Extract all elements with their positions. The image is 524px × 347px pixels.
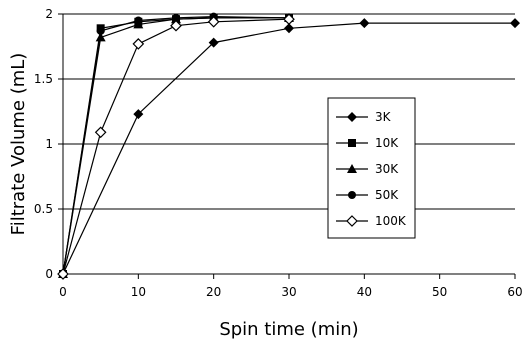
y-tick-label-0: 0 [45, 267, 53, 281]
data-point-3K-5 [510, 18, 520, 29]
series-100K [57, 13, 295, 280]
legend-item-30K: 30K [336, 162, 399, 176]
x-tick-label-4: 40 [357, 285, 372, 299]
data-point-100K-0 [57, 268, 69, 280]
data-point-3K-3 [284, 23, 294, 34]
series-line-30K [62, 17, 289, 275]
data-point-3K-4 [359, 18, 370, 29]
data-point-100K-3 [170, 19, 182, 32]
series-10K [59, 13, 293, 278]
legend-item-3K: 3K [336, 110, 392, 124]
legend-box [327, 97, 416, 239]
legend-marker-10K [348, 139, 356, 147]
legend-marker-30K [347, 164, 357, 173]
y-tick-label-1: 0.5 [34, 202, 53, 216]
data-point-50K-2 [134, 16, 143, 25]
y-axis-title: Filtrate Volume (mL) [8, 53, 29, 236]
data-point-30K-1 [95, 32, 106, 42]
x-tick-label-6: 60 [507, 285, 522, 299]
data-point-100K-5 [283, 13, 295, 26]
legend-label-3K: 3K [375, 110, 392, 124]
data-point-3K-1 [133, 109, 144, 120]
legend-item-10K: 10K [336, 136, 399, 150]
series-30K [58, 12, 294, 278]
legend-item-100K: 100K [336, 214, 407, 228]
legend-label-10K: 10K [375, 136, 399, 150]
gridlines [63, 13, 515, 210]
data-point-100K-1 [94, 126, 107, 139]
data-point-100K-4 [207, 15, 220, 28]
series-line-100K [62, 18, 290, 275]
x-tick-label-0: 0 [59, 285, 67, 299]
data-point-50K-3 [172, 13, 180, 22]
x-tick-label-5: 50 [432, 285, 447, 299]
series-line-50K [62, 15, 290, 275]
x-axis-title: Spin time (min) [219, 319, 358, 340]
series-50K [59, 12, 293, 278]
x-tick-label-2: 20 [206, 285, 221, 299]
x-tick-label-1: 10 [131, 285, 146, 299]
legend-label-30K: 30K [375, 162, 399, 176]
series-line-3K [62, 22, 515, 275]
legend: 3K 10K 30K 50K 100K [327, 97, 416, 239]
legend-item-50K: 50K [336, 188, 399, 202]
series-layer [57, 12, 520, 280]
axes: 00.511.520 10 20 30 40 50 60 [34, 7, 523, 299]
data-point-100K-2 [132, 38, 145, 50]
y-tick-label-4: 2 [45, 7, 53, 21]
legend-marker-100K [346, 215, 358, 227]
legend-marker-50K [348, 191, 356, 199]
legend-marker-3K [347, 112, 357, 122]
series-3K [58, 18, 520, 279]
data-point-3K-2 [208, 37, 219, 48]
x-tick-label-3: 30 [281, 285, 296, 299]
legend-label-50K: 50K [375, 188, 399, 202]
y-tick-label-3: 1.5 [34, 72, 53, 86]
data-point-50K-1 [96, 26, 105, 35]
y-tick-label-2: 1 [45, 137, 53, 151]
legend-label-100K: 100K [375, 214, 407, 228]
